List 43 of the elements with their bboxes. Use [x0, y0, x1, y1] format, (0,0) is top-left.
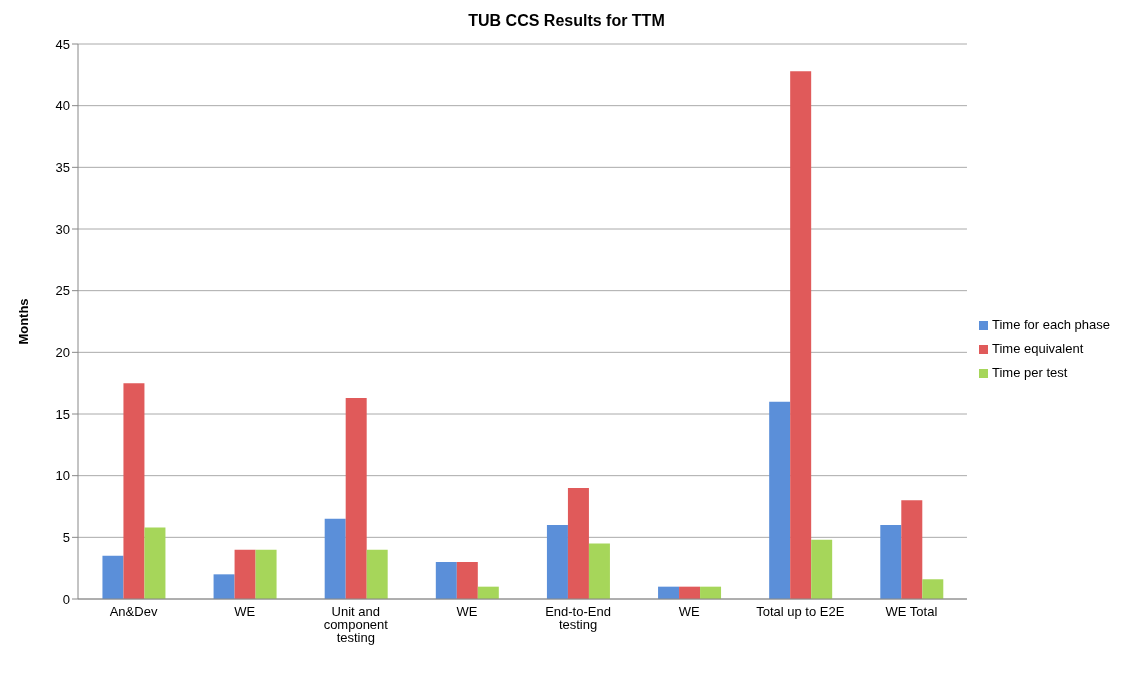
x-tick-label: WE: [456, 604, 478, 620]
y-axis-title: Months: [15, 298, 31, 345]
y-tick-label: 20: [55, 344, 70, 360]
x-tick-label: Total up to E2E: [756, 604, 845, 620]
bar: [456, 562, 478, 599]
y-tick-label: 30: [55, 221, 70, 237]
bar: [546, 525, 568, 599]
bar: [769, 401, 791, 599]
bar: [123, 383, 145, 599]
bar: [567, 488, 589, 599]
y-tick-label: 45: [55, 36, 70, 52]
x-tick-label: WE: [678, 604, 700, 620]
x-tick-label: WE Total: [885, 604, 938, 620]
x-tick-label: WE: [234, 604, 256, 620]
y-tick-label: 25: [55, 283, 70, 299]
y-tick-label: 35: [55, 159, 70, 175]
x-tick-label: An&Dev: [109, 604, 158, 620]
y-tick-label: 5: [62, 529, 70, 545]
bar: [234, 549, 256, 599]
bar: [345, 397, 367, 599]
legend-label: Time per test: [991, 365, 1068, 380]
bar: [901, 500, 923, 599]
x-tick-label: End-to-End testing: [545, 604, 611, 633]
bar: [435, 562, 457, 599]
bar: [811, 539, 833, 599]
legend-label: Time for each phase: [991, 317, 1110, 332]
y-tick-label: 15: [55, 406, 70, 422]
y-tick-label: 0: [62, 591, 70, 607]
bar: [324, 518, 346, 599]
bar: [255, 549, 277, 599]
bar: [790, 71, 812, 599]
x-tick-label: Unit and component testing: [323, 604, 389, 646]
y-tick-label: 40: [55, 98, 70, 114]
bar: [366, 549, 388, 599]
bar: [922, 579, 944, 599]
bar: [144, 527, 166, 599]
bar: [102, 555, 124, 599]
bar: [880, 525, 902, 599]
bar: [588, 543, 610, 599]
y-tick-label: 10: [55, 468, 70, 484]
chart-title: TUB CCS Results for TTM: [467, 12, 666, 30]
legend-label: Time equivalent: [991, 341, 1084, 356]
bar: [213, 574, 235, 599]
